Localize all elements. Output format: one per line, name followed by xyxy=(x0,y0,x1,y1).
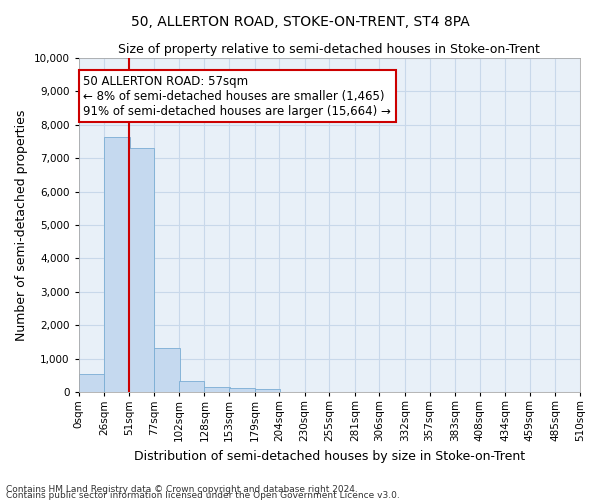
Bar xyxy=(79,374,104,392)
X-axis label: Distribution of semi-detached houses by size in Stoke-on-Trent: Distribution of semi-detached houses by … xyxy=(134,450,525,462)
Text: Contains HM Land Registry data © Crown copyright and database right 2024.: Contains HM Land Registry data © Crown c… xyxy=(6,484,358,494)
Bar xyxy=(179,381,205,392)
Text: 50 ALLERTON ROAD: 57sqm
← 8% of semi-detached houses are smaller (1,465)
91% of : 50 ALLERTON ROAD: 57sqm ← 8% of semi-det… xyxy=(83,75,391,118)
Text: 50, ALLERTON ROAD, STOKE-ON-TRENT, ST4 8PA: 50, ALLERTON ROAD, STOKE-ON-TRENT, ST4 8… xyxy=(131,15,469,29)
Bar xyxy=(104,136,130,392)
Bar xyxy=(129,148,154,392)
Bar xyxy=(154,348,180,392)
Text: Contains public sector information licensed under the Open Government Licence v3: Contains public sector information licen… xyxy=(6,490,400,500)
Title: Size of property relative to semi-detached houses in Stoke-on-Trent: Size of property relative to semi-detach… xyxy=(118,42,540,56)
Y-axis label: Number of semi-detached properties: Number of semi-detached properties xyxy=(15,110,28,341)
Bar xyxy=(205,386,230,392)
Bar xyxy=(254,389,280,392)
Bar xyxy=(229,388,254,392)
